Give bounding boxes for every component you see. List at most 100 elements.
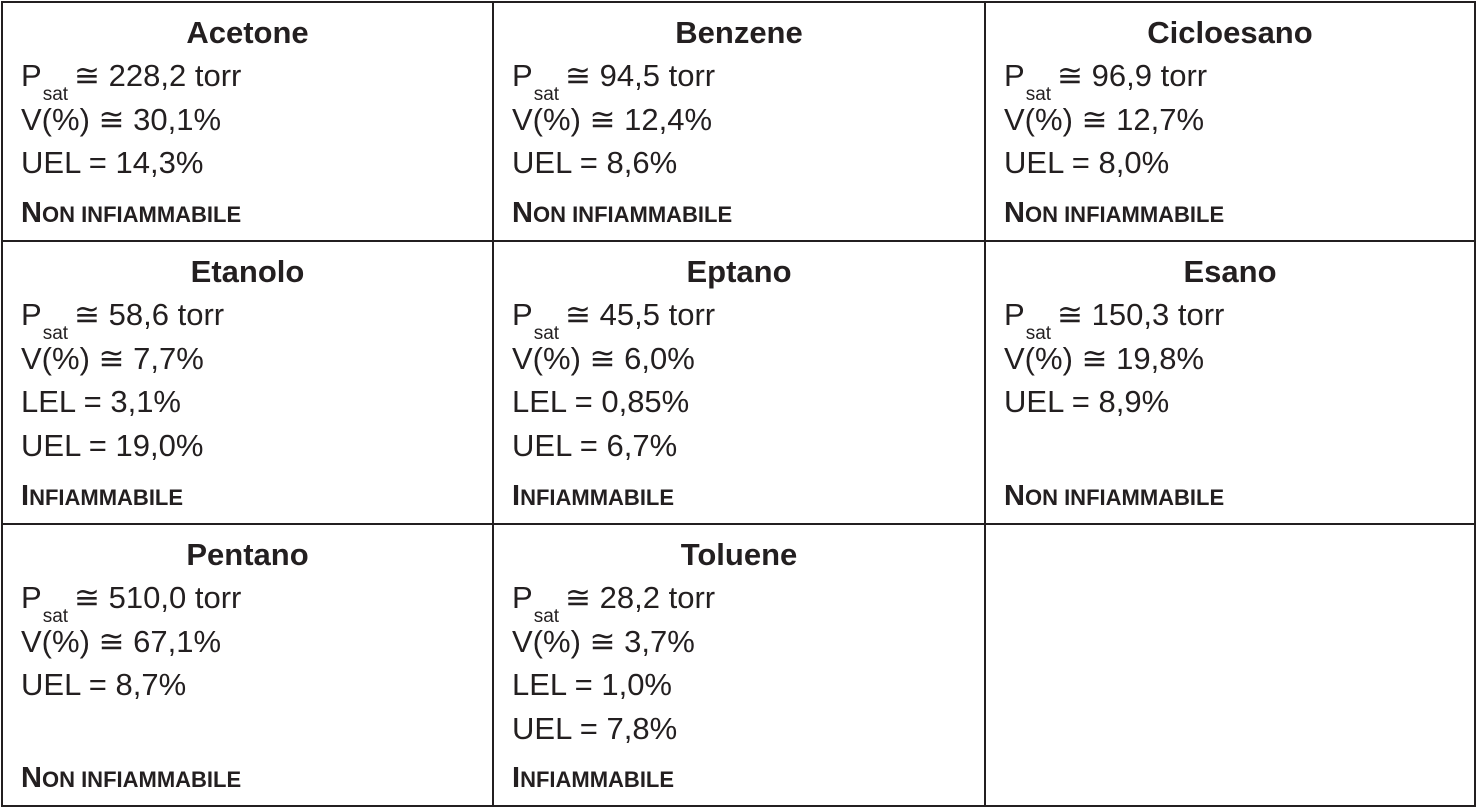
psat-line: Psat≅ 28,2 torr [512,576,984,627]
volume-label: V(%) [512,340,581,376]
status-rest: NFIAMMABILE [520,767,675,792]
substance-name: Eptano [686,254,792,289]
psat-value: 510,0 torr [108,580,242,615]
volume-line: V(%) ≅ 19,8% [1004,337,1474,381]
lel-line: LEL = 1,0% [512,667,672,702]
volume-label: V(%) [1004,340,1073,376]
volume-label: V(%) [21,340,90,376]
approx-sign: ≅ [589,623,616,659]
psat-subscript: sat [533,84,560,105]
volume-line: V(%) ≅ 7,7% [21,337,492,381]
volume-line: V(%) ≅ 3,7% [512,620,984,664]
substance-name: Etanolo [190,254,305,289]
volume-value: 67,1% [133,623,222,659]
flammability-status: NON INFIAMMABILE [21,761,241,797]
psat-symbol: P [21,297,42,332]
psat-value: 58,6 torr [108,297,225,332]
psat-subscript: sat [42,323,69,344]
psat-line: Psat≅ 58,6 torr [21,293,492,344]
psat-subscript: sat [533,606,560,627]
status-initial: N [21,762,42,794]
substance-name: Pentano [186,537,309,572]
psat-subscript: sat [1025,84,1052,105]
volume-value: 7,7% [133,340,204,376]
approx-sign: ≅ [98,101,125,137]
approx-sign: ≅ [1081,340,1108,376]
flammability-status: NON INFIAMMABILE [1004,479,1224,515]
psat-subscript: sat [533,323,560,344]
volume-label: V(%) [512,623,581,659]
status-initial: I [512,480,521,512]
volume-line: V(%) ≅ 6,0% [512,337,984,381]
substance-name: Cicloesano [1147,15,1313,50]
psat-line: Psat≅ 96,9 torr [1004,54,1474,105]
status-rest: ON INFIAMMABILE [532,202,733,227]
status-rest: NFIAMMABILE [520,485,675,510]
status-rest: ON INFIAMMABILE [1024,485,1225,510]
psat-symbol: P [1004,58,1025,93]
psat-symbol: P [512,297,533,332]
uel-line: UEL = 7,8% [512,710,678,746]
volume-value: 3,7% [624,623,695,659]
uel-line: UEL = 19,0% [21,427,204,463]
psat-value: 228,2 torr [108,58,242,93]
volume-label: V(%) [1004,101,1073,137]
psat-subscript: sat [42,84,69,105]
psat-value: 96,9 torr [1091,58,1208,93]
volume-line: V(%) ≅ 12,4% [512,98,984,142]
uel-line: UEL = 8,9% [1004,384,1170,419]
approx-sign: ≅ [74,58,101,93]
psat-line: Psat≅ 150,3 torr [1004,293,1474,344]
psat-value: 150,3 torr [1091,297,1225,332]
approx-sign: ≅ [589,101,616,137]
volume-value: 12,4% [624,101,713,137]
approx-sign: ≅ [565,58,592,93]
approx-sign: ≅ [565,580,592,615]
flammability-status: NON INFIAMMABILE [512,196,732,232]
approx-sign: ≅ [565,297,592,332]
psat-subscript: sat [42,606,69,627]
status-rest: ON INFIAMMABILE [41,767,242,792]
volume-label: V(%) [21,623,90,659]
cell-pentano: Pentano Psat≅ 510,0 torr V(%) ≅ 67,1% UE… [3,525,494,805]
status-rest: NFIAMMABILE [29,485,184,510]
cell-etanolo: Etanolo Psat≅ 58,6 torr V(%) ≅ 7,7% LEL … [3,242,494,525]
uel-line: UEL = 8,6% [512,145,678,180]
cell-toluene: Toluene Psat≅ 28,2 torr V(%) ≅ 3,7% LEL … [494,525,986,805]
status-initial: I [512,762,521,794]
status-rest: ON INFIAMMABILE [41,202,242,227]
status-initial: N [21,197,42,229]
status-rest: ON INFIAMMABILE [1024,202,1225,227]
cell-cicloesano: Cicloesano Psat≅ 96,9 torr V(%) ≅ 12,7% … [986,3,1474,242]
psat-value: 28,2 torr [599,580,716,615]
volume-value: 12,7% [1116,101,1205,137]
psat-line: Psat≅ 45,5 torr [512,293,984,344]
volume-label: V(%) [512,101,581,137]
lel-line: LEL = 3,1% [21,384,181,419]
psat-line: Psat≅ 94,5 torr [512,54,984,105]
cell-acetone: Acetone Psat≅ 228,2 torr V(%) ≅ 30,1% UE… [3,3,494,242]
psat-line: Psat≅ 510,0 torr [21,576,492,627]
status-initial: I [21,480,30,512]
psat-symbol: P [512,58,533,93]
volume-value: 19,8% [1116,340,1205,376]
lel-line: LEL = 0,85% [512,384,690,419]
volume-value: 6,0% [624,340,695,376]
approx-sign: ≅ [74,297,101,332]
flammability-status: NON INFIAMMABILE [1004,196,1224,232]
psat-symbol: P [21,58,42,93]
status-initial: N [512,197,533,229]
psat-value: 45,5 torr [599,297,716,332]
volume-line: V(%) ≅ 30,1% [21,98,492,142]
volume-label: V(%) [21,101,90,137]
volume-line: V(%) ≅ 12,7% [1004,98,1474,142]
substance-name: Benzene [675,15,803,50]
flammability-status: INFIAMMABILE [21,479,183,515]
volume-value: 30,1% [133,101,222,137]
substance-name: Esano [1183,254,1277,289]
psat-value: 94,5 torr [599,58,716,93]
substance-name: Toluene [680,537,798,572]
psat-symbol: P [1004,297,1025,332]
approx-sign: ≅ [1057,58,1084,93]
cell-benzene: Benzene Psat≅ 94,5 torr V(%) ≅ 12,4% UEL… [494,3,986,242]
